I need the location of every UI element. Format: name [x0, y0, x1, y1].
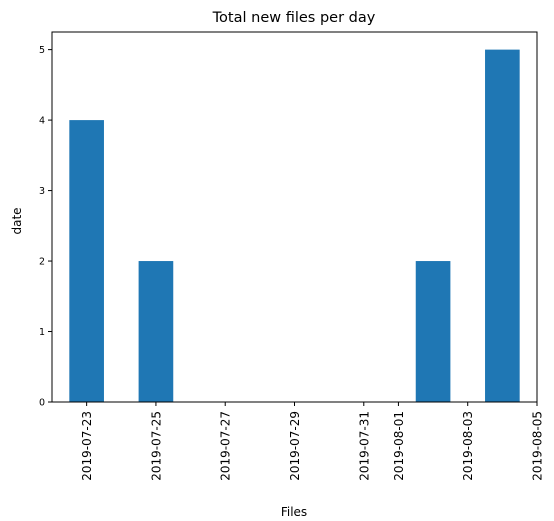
y-tick-label: 5: [39, 45, 45, 56]
plot-frame: [51, 31, 538, 403]
y-tick-label: 4: [39, 116, 45, 127]
x-tick-label: 2019-07-27: [219, 411, 233, 481]
y-tick-label: 2: [39, 257, 45, 268]
bar-2019-08-04: [485, 49, 520, 402]
bar-2019-07-25: [138, 261, 174, 402]
chart-title: Total new files per day: [212, 10, 376, 26]
x-axis: 2019-07-23 2019-07-25 2019-07-27 2019-07-29…: [80, 402, 545, 481]
bars-group: [69, 49, 520, 402]
x-tick-label: 2019-08-05: [531, 411, 545, 481]
bar-2019-07-23: [69, 120, 104, 402]
y-tick-label: 3: [39, 186, 45, 197]
x-tick-label: 2019-07-23: [80, 411, 94, 481]
y-axis-label: date: [10, 207, 24, 234]
y-tick-label: 1: [39, 327, 45, 338]
y-axis: 0 1 2 3 4 5: [39, 45, 52, 409]
x-tick-label: 2019-07-25: [149, 411, 163, 481]
x-tick-label: 2019-08-03: [461, 411, 475, 481]
bar-2019-08-02: [415, 261, 451, 402]
x-tick-label: 2019-07-29: [288, 411, 302, 481]
x-tick-label: 2019-07-31: [357, 411, 371, 481]
x-tick-label: 2019-08-01: [392, 411, 406, 481]
x-axis-label: Files: [281, 505, 307, 519]
y-tick-label: 0: [39, 398, 45, 409]
